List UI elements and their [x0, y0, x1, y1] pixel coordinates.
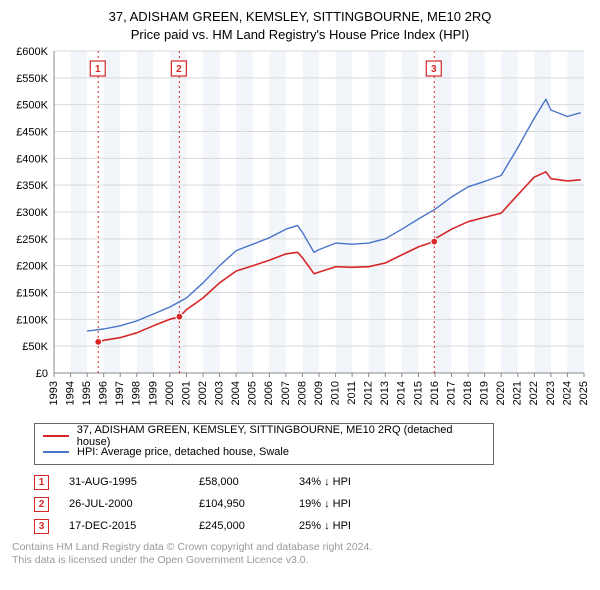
svg-text:2021: 2021 — [512, 381, 524, 405]
svg-text:1997: 1997 — [114, 381, 126, 405]
svg-text:1995: 1995 — [81, 381, 93, 405]
title-line1: 37, ADISHAM GREEN, KEMSLEY, SITTINGBOURN… — [6, 8, 594, 26]
legend-label: HPI: Average price, detached house, Swal… — [77, 446, 289, 458]
event-date: 17-DEC-2015 — [69, 520, 179, 532]
svg-text:1994: 1994 — [64, 381, 76, 405]
svg-text:2002: 2002 — [197, 381, 209, 405]
event-row: 2 26-JUL-2000 £104,950 19% ↓ HPI — [34, 493, 574, 515]
svg-text:2013: 2013 — [379, 381, 391, 405]
svg-text:2005: 2005 — [247, 381, 259, 405]
svg-text:2022: 2022 — [528, 381, 540, 405]
svg-text:1: 1 — [95, 64, 101, 75]
svg-text:2015: 2015 — [412, 381, 424, 405]
license-line: This data is licensed under the Open Gov… — [12, 554, 588, 567]
svg-text:2025: 2025 — [578, 381, 590, 405]
svg-text:2008: 2008 — [296, 381, 308, 405]
svg-text:2017: 2017 — [445, 381, 457, 405]
event-price: £245,000 — [199, 520, 279, 532]
svg-text:£100K: £100K — [16, 314, 48, 326]
legend-swatch — [43, 435, 69, 437]
svg-text:2020: 2020 — [495, 381, 507, 405]
svg-text:£250K: £250K — [16, 234, 48, 246]
svg-text:£450K: £450K — [16, 127, 48, 139]
title-line2: Price paid vs. HM Land Registry's House … — [6, 26, 594, 44]
svg-text:£500K: £500K — [16, 100, 48, 112]
svg-text:2009: 2009 — [313, 381, 325, 405]
svg-text:2023: 2023 — [545, 381, 557, 405]
svg-text:2003: 2003 — [214, 381, 226, 405]
event-delta: 19% ↓ HPI — [299, 498, 419, 510]
svg-text:1998: 1998 — [131, 381, 143, 405]
event-price: £104,950 — [199, 498, 279, 510]
svg-text:£200K: £200K — [16, 261, 48, 273]
svg-text:£300K: £300K — [16, 207, 48, 219]
legend: 37, ADISHAM GREEN, KEMSLEY, SITTINGBOURN… — [34, 423, 494, 465]
svg-text:2006: 2006 — [263, 381, 275, 405]
svg-text:£350K: £350K — [16, 180, 48, 192]
svg-text:2007: 2007 — [280, 381, 292, 405]
event-marker: 1 — [34, 475, 49, 490]
event-marker: 3 — [34, 519, 49, 534]
sale-events: 1 31-AUG-1995 £58,000 34% ↓ HPI 2 26-JUL… — [34, 471, 574, 537]
legend-label: 37, ADISHAM GREEN, KEMSLEY, SITTINGBOURN… — [77, 424, 485, 448]
svg-text:2011: 2011 — [346, 381, 358, 405]
svg-text:2010: 2010 — [329, 381, 341, 405]
svg-text:1996: 1996 — [98, 381, 110, 405]
svg-text:2014: 2014 — [396, 381, 408, 405]
svg-text:2012: 2012 — [363, 381, 375, 405]
chart-area: £0 £50K £100K £150K £200K £250K £300K £350K £400… — [6, 47, 594, 415]
event-price: £58,000 — [199, 476, 279, 488]
legend-item: 37, ADISHAM GREEN, KEMSLEY, SITTINGBOURN… — [43, 428, 485, 444]
license-line: Contains HM Land Registry data © Crown c… — [12, 541, 588, 554]
event-date: 31-AUG-1995 — [69, 476, 179, 488]
event-date: 26-JUL-2000 — [69, 498, 179, 510]
event-row: 3 17-DEC-2015 £245,000 25% ↓ HPI — [34, 515, 574, 537]
event-delta: 25% ↓ HPI — [299, 520, 419, 532]
svg-text:£0: £0 — [36, 368, 48, 380]
svg-text:2016: 2016 — [429, 381, 441, 405]
svg-text:£150K: £150K — [16, 288, 48, 300]
svg-text:£50K: £50K — [22, 341, 48, 353]
svg-text:3: 3 — [431, 64, 437, 75]
svg-text:1999: 1999 — [147, 381, 159, 405]
license-text: Contains HM Land Registry data © Crown c… — [12, 541, 588, 567]
svg-text:2001: 2001 — [180, 381, 192, 405]
svg-text:£600K: £600K — [16, 47, 48, 58]
svg-text:2004: 2004 — [230, 381, 242, 405]
svg-text:2018: 2018 — [462, 381, 474, 405]
legend-swatch — [43, 451, 69, 453]
line-chart: £0 £50K £100K £150K £200K £250K £300K £350K £400… — [6, 47, 594, 415]
event-delta: 34% ↓ HPI — [299, 476, 419, 488]
svg-text:2: 2 — [176, 64, 182, 75]
event-row: 1 31-AUG-1995 £58,000 34% ↓ HPI — [34, 471, 574, 493]
event-marker: 2 — [34, 497, 49, 512]
svg-text:£550K: £550K — [16, 73, 48, 85]
svg-text:2019: 2019 — [479, 381, 491, 405]
svg-text:1993: 1993 — [48, 381, 60, 405]
chart-title: 37, ADISHAM GREEN, KEMSLEY, SITTINGBOURN… — [6, 8, 594, 43]
svg-text:2024: 2024 — [561, 381, 573, 405]
svg-text:£400K: £400K — [16, 153, 48, 165]
svg-text:2000: 2000 — [164, 381, 176, 405]
